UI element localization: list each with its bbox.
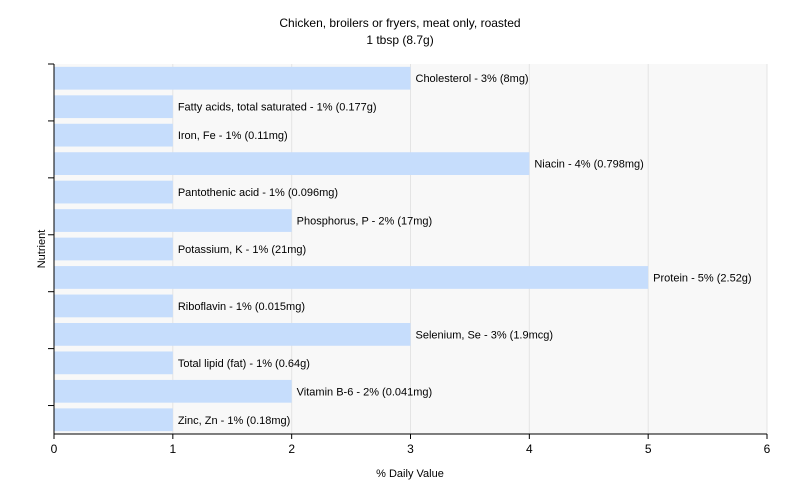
chart-subtitle: 1 tbsp (8.7g) (366, 33, 433, 47)
x-tick-label: 2 (288, 442, 295, 456)
bar (54, 123, 173, 147)
bars (54, 66, 649, 432)
bar-label: Riboflavin - 1% (0.015mg) (178, 301, 305, 313)
bar (54, 237, 173, 261)
bar-label: Vitamin B-6 - 2% (0.041mg) (297, 386, 433, 398)
chart-title: Chicken, broilers or fryers, meat only, … (279, 16, 520, 30)
bar-label: Zinc, Zn - 1% (0.18mg) (178, 415, 290, 427)
bar-label: Phosphorus, P - 2% (17mg) (297, 216, 433, 228)
bar (54, 66, 411, 90)
bar (54, 266, 649, 289)
x-tick-label: 5 (645, 442, 652, 456)
bar (54, 323, 411, 346)
bar (54, 180, 173, 204)
y-axis-label: Nutrient (36, 230, 48, 269)
bar-label: Protein - 5% (2.52g) (653, 272, 751, 284)
bar-label: Pantothenic acid - 1% (0.096mg) (178, 187, 338, 199)
x-tick-label: 1 (169, 442, 176, 456)
x-tick-label: 4 (526, 442, 533, 456)
bar-label: Iron, Fe - 1% (0.11mg) (178, 130, 288, 142)
axes: 0 1 2 3 4 5 6 (48, 63, 771, 456)
bar (54, 95, 173, 119)
bar (54, 209, 292, 232)
x-axis-label: % Daily Value (376, 468, 444, 480)
bar (54, 351, 173, 375)
bar-label: Total lipid (fat) - 1% (0.64g) (178, 358, 310, 370)
bar-label: Niacin - 4% (0.798mg) (534, 159, 643, 171)
x-tick-label: 0 (51, 442, 58, 456)
bar (54, 408, 173, 432)
bar-label: Potassium, K - 1% (21mg) (178, 244, 306, 256)
bar-label: Cholesterol - 3% (8mg) (416, 73, 529, 85)
x-tick-label: 6 (764, 442, 771, 456)
bar-label: Selenium, Se - 3% (1.9mcg) (416, 329, 554, 341)
bar (54, 294, 173, 318)
bar (54, 152, 530, 175)
data-labels: Cholesterol - 3% (8mg) Fatty acids, total… (178, 73, 752, 427)
bar (54, 379, 292, 403)
x-tick-label: 3 (407, 442, 414, 456)
bar-label: Fatty acids, total saturated - 1% (0.177… (178, 102, 377, 114)
